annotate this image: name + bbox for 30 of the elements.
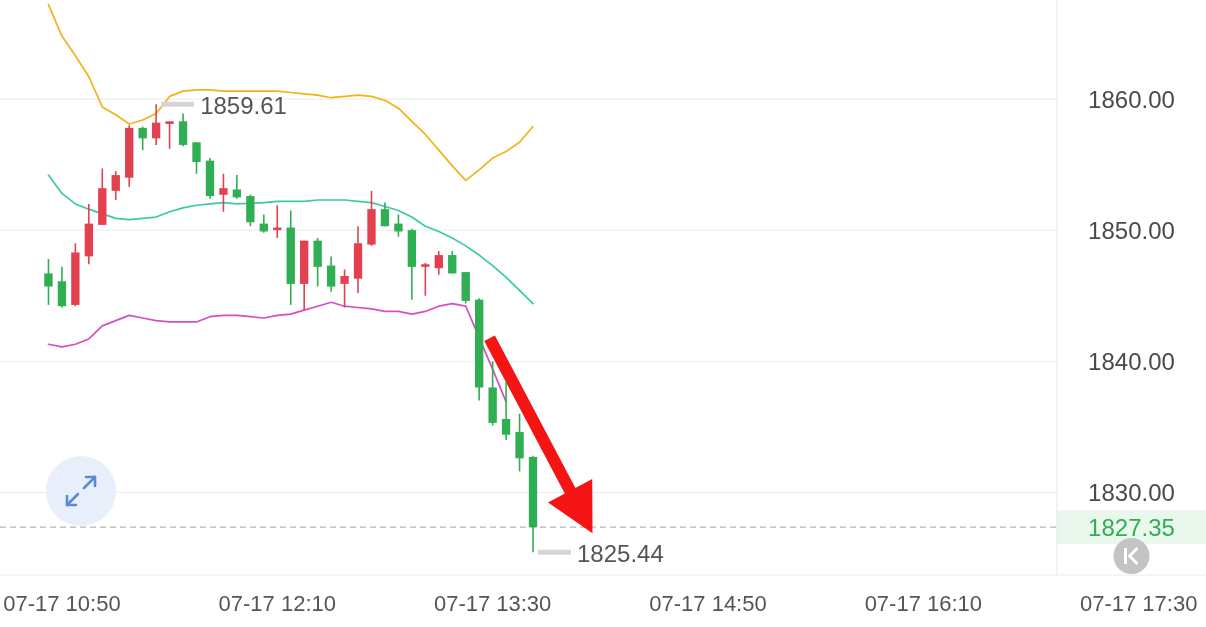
candlestick bbox=[138, 125, 147, 151]
candlestick bbox=[501, 380, 511, 441]
annotation: 1825.44 bbox=[577, 539, 664, 567]
x-tick-label: 07-17 17:30 bbox=[1079, 590, 1198, 616]
candlestick bbox=[44, 258, 53, 306]
x-tick-label: 07-17 14:50 bbox=[649, 590, 767, 616]
candlestick bbox=[192, 141, 201, 175]
candlestick bbox=[219, 172, 228, 213]
y-tick-label: 1830.00 bbox=[1088, 478, 1175, 506]
x-tick-label: 07-17 10:50 bbox=[3, 590, 121, 616]
x-tick-label: 07-17 13:30 bbox=[433, 590, 552, 616]
x-tick-label: 07-17 12:10 bbox=[218, 590, 336, 616]
candlestick bbox=[326, 255, 336, 293]
candlestick bbox=[340, 268, 349, 309]
line-series bbox=[47, 174, 534, 305]
y-tick-label: 1840.00 bbox=[1088, 347, 1175, 375]
candlestick bbox=[434, 250, 443, 276]
candlestick bbox=[394, 213, 403, 238]
candlestick bbox=[178, 112, 188, 148]
x-tick-label: 07-17 16:10 bbox=[864, 590, 983, 616]
line-series bbox=[47, 301, 507, 403]
candlestick bbox=[151, 103, 161, 146]
annotation: 1859.61 bbox=[200, 91, 287, 119]
candlestick bbox=[165, 120, 174, 150]
y-tick-label: 1850.00 bbox=[1088, 216, 1175, 244]
ref-line-label: 1827.35 bbox=[1088, 513, 1175, 541]
candlestick bbox=[421, 262, 430, 297]
line-series bbox=[47, 3, 534, 182]
candlestick bbox=[111, 170, 120, 201]
y-tick-label: 1860.00 bbox=[1088, 85, 1175, 113]
